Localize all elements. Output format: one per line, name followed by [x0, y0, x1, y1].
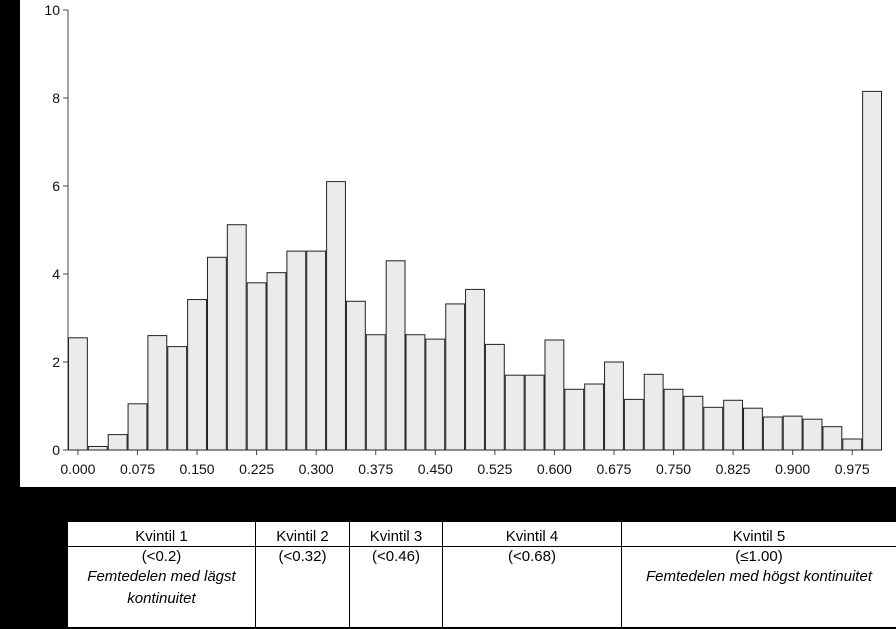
histogram-bar [87, 445, 108, 451]
y-axis-label: Procent av individerna [7, 134, 24, 284]
histogram-bar [743, 407, 763, 451]
histogram-bar [107, 434, 128, 451]
histogram-bar [147, 335, 168, 451]
x-tick-labels: 0.000 0.075 0.150 0.225 0.300 0.375 0.450 0.525… [60, 450, 870, 477]
histogram-bar [365, 334, 386, 451]
histogram-bar [862, 90, 883, 451]
histogram-bar [226, 224, 247, 451]
quintile-1-range: (<0.2) [141, 548, 182, 565]
quintile-5-range: (≤1.00) [735, 548, 783, 565]
x-tick-label: 0.525 [477, 461, 512, 477]
histogram-bar [465, 288, 485, 451]
histogram-bar [306, 250, 327, 451]
histogram-bar [345, 300, 366, 451]
histogram-bar [782, 415, 803, 451]
histogram-bar [246, 282, 267, 451]
histogram-bar [564, 388, 585, 451]
histogram-bar [326, 181, 346, 451]
x-tick-label: 0.375 [358, 461, 393, 477]
histogram-bar [663, 388, 684, 451]
histogram-bar [286, 250, 307, 451]
histogram-bar [187, 299, 207, 451]
x-tick-label: 0.825 [716, 461, 751, 477]
quintile-1-cell: (<0.2) Femtedelen med lägst kontinuitet [67, 546, 256, 628]
x-tick-label: 0.450 [418, 461, 453, 477]
x-tick-label: 0.675 [596, 461, 631, 477]
histogram-bar [167, 346, 188, 451]
x-tick-label: 0.300 [299, 461, 334, 477]
quintile-4-cell: (<0.68) [442, 546, 622, 628]
quintile-2-cell: (<0.32) [255, 546, 350, 628]
histogram-bar [445, 303, 466, 451]
histogram-bar [623, 398, 644, 451]
quintile-table: Kvintil 1 Kvintil 2 Kvintil 3 Kvintil 4 … [67, 521, 896, 628]
histogram-bar [584, 383, 605, 451]
histogram-bar [266, 272, 287, 451]
histogram-bar [206, 256, 227, 451]
y-tick-label: 2 [52, 354, 60, 370]
quintile-1-header: Kvintil 1 [67, 521, 256, 547]
histogram-bar [842, 438, 863, 451]
histogram-bar [484, 343, 505, 451]
y-tick-label: 8 [52, 90, 60, 106]
histogram-bar [703, 406, 724, 451]
quintile-4-range: (<0.68) [508, 548, 556, 565]
histogram-bar [385, 260, 406, 451]
quintile-5-description: Femtedelen med högst kontinuitet [646, 568, 872, 585]
x-tick-label: 0.900 [775, 461, 810, 477]
quintile-5-header: Kvintil 5 [621, 521, 896, 547]
quintile-range-row: (<0.2) Femtedelen med lägst kontinuitet … [67, 546, 896, 628]
histogram-bar [68, 337, 88, 451]
x-tick-label: 0.600 [537, 461, 572, 477]
histogram-bar [604, 361, 624, 451]
histogram-bar [504, 374, 525, 451]
quintile-2-header: Kvintil 2 [255, 521, 350, 547]
quintile-4-header: Kvintil 4 [442, 521, 622, 547]
x-tick-label: 0.750 [656, 461, 691, 477]
histogram-bar [405, 334, 426, 451]
histogram-bar [425, 338, 446, 451]
histogram-bar [762, 416, 783, 451]
x-tick-label: 0.000 [60, 461, 95, 477]
y-tick-labels: 0 2 4 6 8 10 [44, 2, 68, 458]
quintile-2-range: (<0.32) [278, 548, 327, 565]
histogram-bar [723, 399, 744, 451]
x-tick-label: 0.150 [180, 461, 215, 477]
y-tick-label: 10 [44, 2, 60, 18]
y-tick-label: 0 [52, 442, 60, 458]
quintile-1-description: Femtedelen med lägst kontinuitet [87, 568, 236, 607]
y-tick-label: 6 [52, 178, 60, 194]
chart-panel: 0 2 4 6 8 10 0.000 0.075 0.150 0.225 0.300 0.375 0.… [20, 0, 896, 487]
bars [68, 90, 883, 451]
histogram-bar [643, 373, 664, 451]
y-tick-label: 4 [52, 266, 60, 282]
histogram-bar [802, 418, 823, 451]
quintile-3-range: (<0.46) [372, 548, 420, 565]
histogram-bar [127, 403, 148, 451]
quintile-5-cell: (≤1.00) Femtedelen med högst kontinuitet [621, 546, 896, 628]
histogram-bar [822, 426, 843, 451]
quintile-3-header: Kvintil 3 [349, 521, 443, 547]
x-tick-label: 0.975 [835, 461, 870, 477]
histogram-bar [683, 395, 704, 451]
x-tick-label: 0.075 [120, 461, 155, 477]
histogram-bar [544, 339, 565, 451]
quintile-3-cell: (<0.46) [349, 546, 443, 628]
quintile-header-row: Kvintil 1 Kvintil 2 Kvintil 3 Kvintil 4 … [67, 521, 896, 547]
x-tick-label: 0.225 [239, 461, 274, 477]
histogram-bar [524, 374, 545, 451]
